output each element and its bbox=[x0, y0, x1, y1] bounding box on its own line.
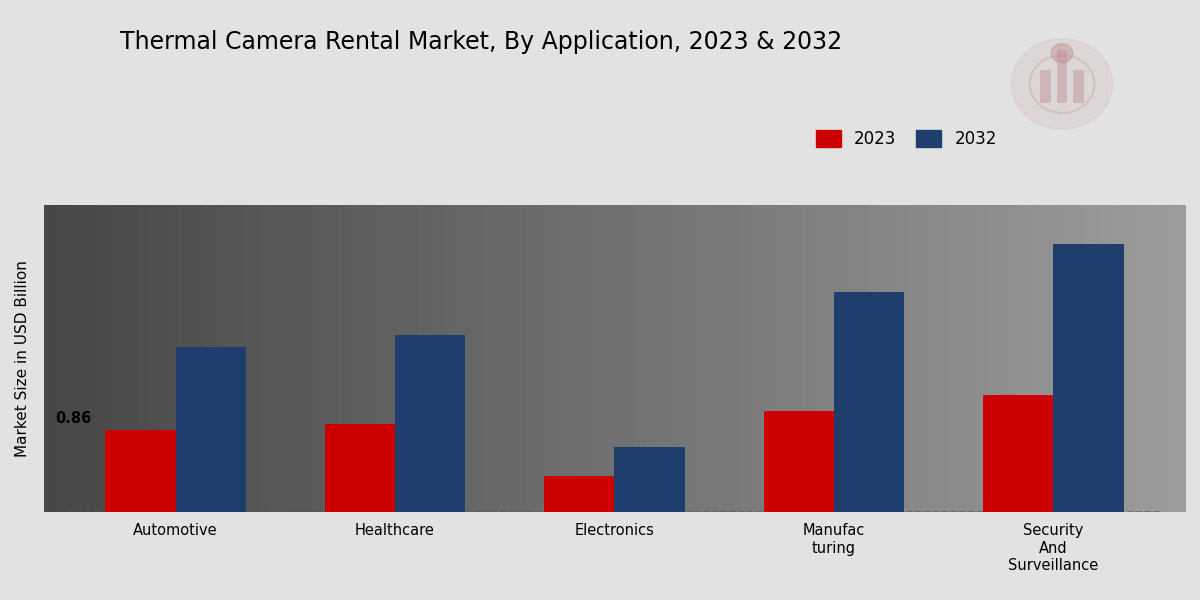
Bar bbox=[1056, 50, 1068, 103]
Bar bbox=[545, 476, 614, 512]
Circle shape bbox=[1012, 39, 1112, 129]
Bar bbox=[983, 395, 1054, 512]
Text: Thermal Camera Rental Market, By Application, 2023 & 2032: Thermal Camera Rental Market, By Applica… bbox=[120, 30, 842, 54]
Legend: 2023, 2032: 2023, 2032 bbox=[808, 122, 1006, 157]
Bar bbox=[395, 335, 466, 512]
Bar bbox=[763, 412, 834, 512]
Y-axis label: Market Size in USD Billion: Market Size in USD Billion bbox=[14, 260, 30, 457]
Bar bbox=[1073, 70, 1084, 103]
Text: 0.86: 0.86 bbox=[55, 411, 91, 426]
Circle shape bbox=[1051, 44, 1073, 63]
Bar bbox=[175, 347, 246, 512]
Bar bbox=[614, 447, 685, 512]
Bar bbox=[1054, 244, 1123, 512]
Bar bbox=[1040, 70, 1051, 103]
Bar bbox=[834, 292, 904, 512]
Bar bbox=[325, 424, 395, 512]
Bar bbox=[106, 430, 175, 512]
